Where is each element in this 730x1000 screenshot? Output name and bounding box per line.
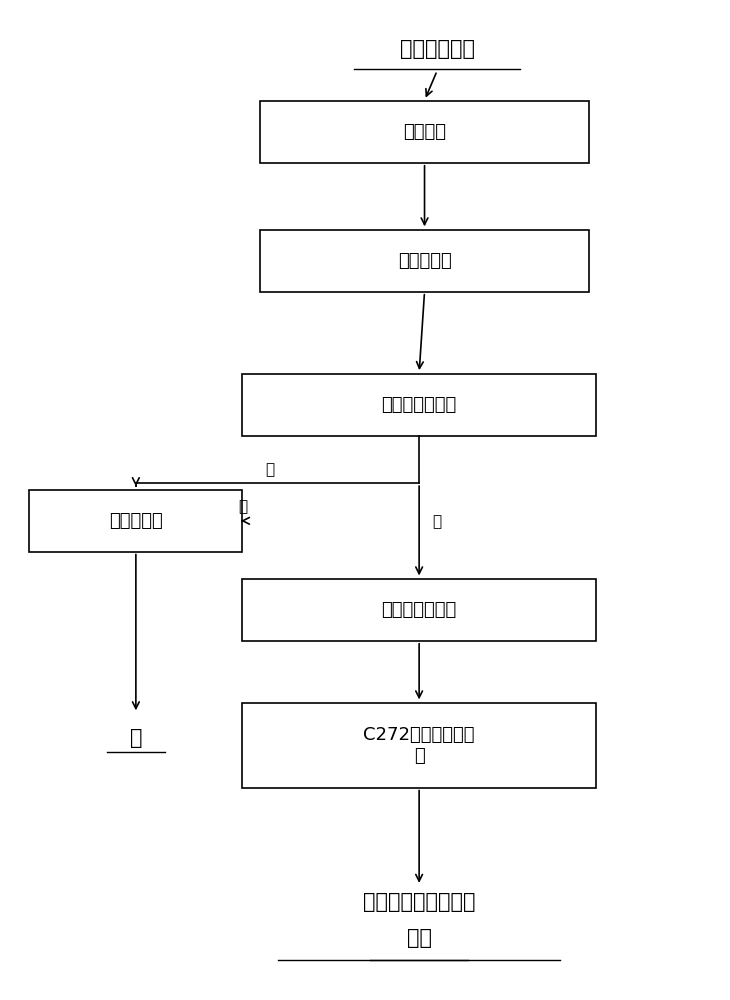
- Text: 渣: 渣: [266, 462, 274, 477]
- FancyBboxPatch shape: [242, 579, 596, 641]
- Text: 氟化物深度除杂: 氟化物深度除杂: [382, 601, 457, 619]
- FancyBboxPatch shape: [261, 230, 588, 292]
- Text: 硫酸镁、魈、锦三元: 硫酸镁、魈、锦三元: [363, 892, 475, 912]
- Text: 化学法除杂: 化学法除杂: [398, 252, 451, 270]
- FancyBboxPatch shape: [261, 101, 588, 163]
- Text: 氟化物深度除杂: 氟化物深度除杂: [382, 396, 457, 414]
- Text: 稀硫酸洗渣: 稀硫酸洗渣: [109, 512, 163, 530]
- Text: 渣: 渣: [130, 728, 142, 748]
- Text: C272茂取和硫酸反
茂: C272茂取和硫酸反 茂: [364, 726, 475, 765]
- FancyBboxPatch shape: [242, 374, 596, 436]
- Text: 硫酸溶解: 硫酸溶解: [403, 123, 446, 141]
- FancyBboxPatch shape: [29, 490, 242, 552]
- Text: 液: 液: [432, 514, 441, 529]
- Text: 液: 液: [238, 499, 247, 514]
- FancyBboxPatch shape: [242, 703, 596, 788]
- Text: 氢氧化镁魈锦: 氢氧化镁魈锦: [399, 39, 474, 59]
- Text: 材料: 材料: [407, 928, 431, 948]
